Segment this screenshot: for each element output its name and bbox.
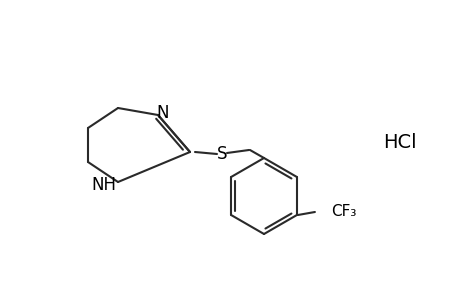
Text: NH: NH — [91, 176, 116, 194]
Text: S: S — [216, 145, 227, 163]
Text: HCl: HCl — [382, 133, 416, 152]
Text: N: N — [157, 104, 169, 122]
Text: CF₃: CF₃ — [330, 205, 356, 220]
